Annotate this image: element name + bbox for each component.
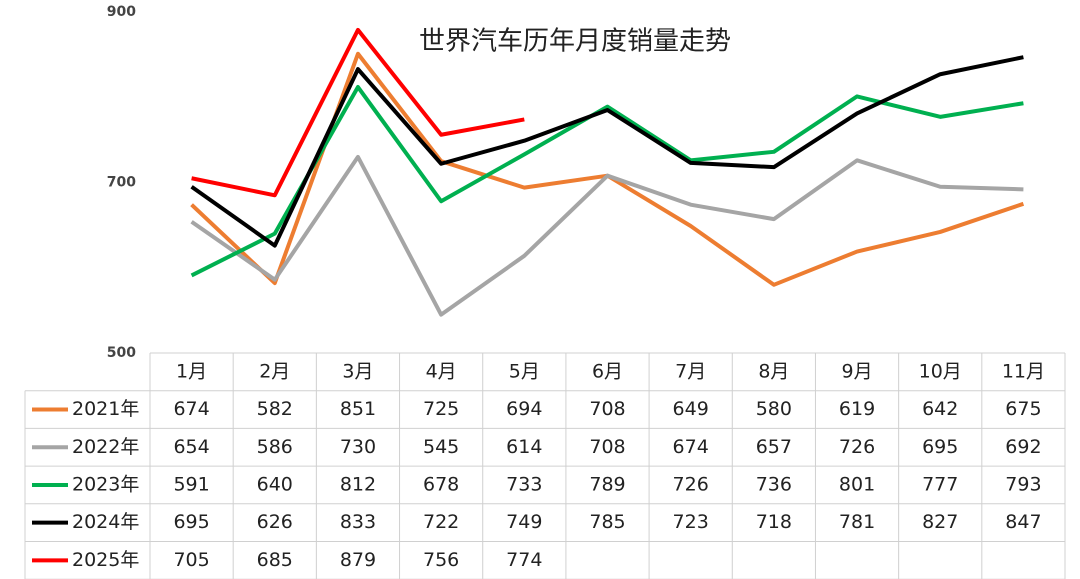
table-cell: 781 [839, 511, 875, 533]
y-tick-label: 700 [107, 175, 136, 191]
legend-label: 2021年 [72, 398, 139, 420]
table-cell: 879 [340, 549, 376, 571]
table-cell: 685 [257, 549, 293, 571]
table-cell: 695 [173, 511, 209, 533]
table-cell: 722 [423, 511, 459, 533]
table-cell: 657 [756, 436, 792, 458]
table-cell: 793 [1005, 473, 1041, 495]
table-cell: 545 [423, 436, 459, 458]
table-cell: 642 [922, 398, 958, 420]
y-tick-label: 500 [107, 345, 136, 361]
x-tick-label: 10月 [919, 360, 962, 382]
x-tick-label: 2月 [259, 360, 290, 382]
table-cell: 774 [506, 549, 542, 571]
x-tick-label: 3月 [342, 360, 373, 382]
table-cell: 674 [673, 436, 709, 458]
x-tick-label: 7月 [675, 360, 706, 382]
series-line [190, 154, 1024, 317]
table-cell: 756 [423, 549, 459, 571]
table-cell: 749 [506, 511, 542, 533]
x-tick-label: 9月 [841, 360, 872, 382]
table-cell: 725 [423, 398, 459, 420]
table-cell: 694 [506, 398, 542, 420]
table-cell: 812 [340, 473, 376, 495]
table-cell: 733 [506, 473, 542, 495]
table-cell: 614 [506, 436, 542, 458]
table-cell: 827 [922, 511, 958, 533]
table-cell: 777 [922, 473, 958, 495]
table-cell: 591 [173, 473, 209, 495]
series-line [190, 55, 1024, 248]
table-cell: 708 [589, 436, 625, 458]
table-cell: 726 [839, 436, 875, 458]
x-tick-label: 5月 [509, 360, 540, 382]
table-cell: 801 [839, 473, 875, 495]
table-cell: 674 [173, 398, 209, 420]
x-tick-label: 8月 [758, 360, 789, 382]
table-cell: 626 [257, 511, 293, 533]
x-tick-label: 1月 [176, 360, 207, 382]
table-cell: 654 [173, 436, 209, 458]
legend-label: 2024年 [72, 511, 139, 533]
table-cell: 847 [1005, 511, 1041, 533]
table-cell: 695 [922, 436, 958, 458]
series-line [190, 51, 1025, 287]
table-cell: 649 [673, 398, 709, 420]
table-cell: 736 [756, 473, 792, 495]
table-cell: 833 [340, 511, 376, 533]
table-cell: 708 [589, 398, 625, 420]
table-cell: 582 [257, 398, 293, 420]
x-tick-label: 6月 [592, 360, 623, 382]
table-cell: 692 [1005, 436, 1041, 458]
x-tick-label: 4月 [426, 360, 457, 382]
table-cell: 580 [756, 398, 792, 420]
table-cell: 705 [173, 549, 209, 571]
series-line [190, 85, 1024, 278]
x-tick-label: 11月 [1002, 360, 1045, 382]
table-cell: 726 [673, 473, 709, 495]
legend-label: 2022年 [72, 436, 139, 458]
table-cell: 675 [1005, 398, 1041, 420]
series-line [191, 27, 525, 198]
table-cell: 851 [340, 398, 376, 420]
table-cell: 718 [756, 511, 792, 533]
legend-label: 2025年 [72, 549, 139, 571]
table-cell: 678 [423, 473, 459, 495]
table-cell: 730 [340, 436, 376, 458]
table-cell: 723 [673, 511, 709, 533]
table-cell: 586 [257, 436, 293, 458]
table-cell: 640 [257, 473, 293, 495]
table-cell: 619 [839, 398, 875, 420]
y-tick-label: 900 [107, 4, 136, 20]
chart-title: 世界汽车历年月度销量走势 [419, 27, 731, 57]
table-cell: 785 [589, 511, 625, 533]
table-cell: 789 [589, 473, 625, 495]
legend-label: 2023年 [72, 473, 139, 495]
